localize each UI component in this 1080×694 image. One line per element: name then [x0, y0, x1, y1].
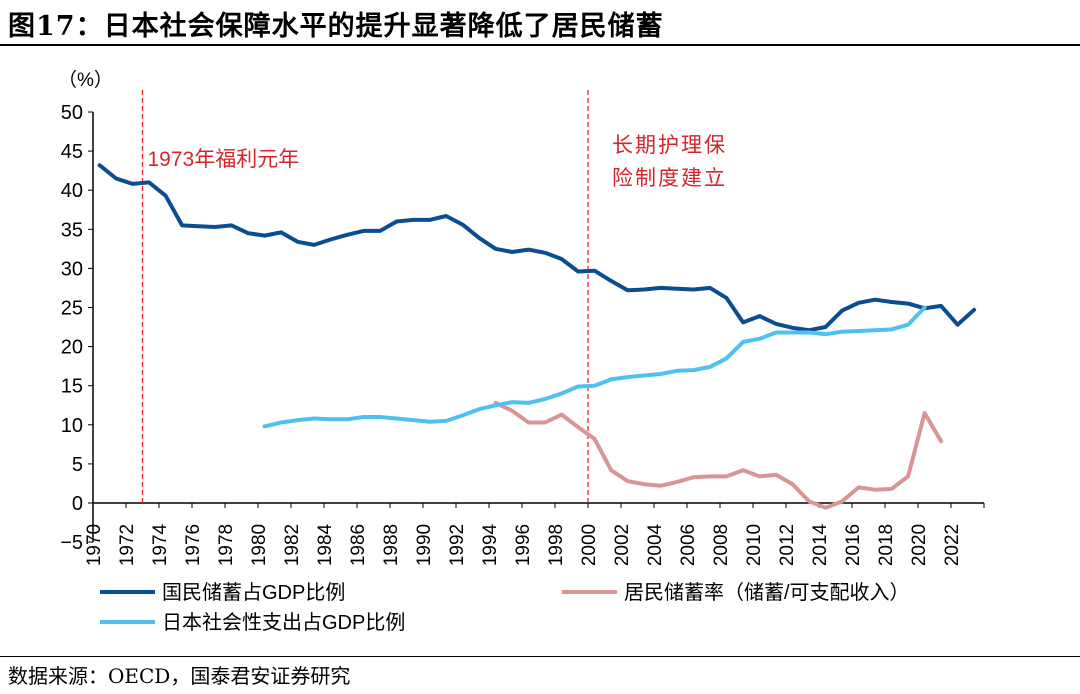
x-tick-label: 2014	[810, 523, 831, 566]
y-tick-label: −5	[60, 532, 83, 554]
x-tick-label: 1974	[150, 523, 171, 566]
x-tick-label: 1998	[546, 524, 567, 566]
x-tick-label: 1988	[381, 524, 402, 566]
source-divider	[0, 656, 1080, 657]
source-note: 数据来源：OECD，国泰君安证券研究	[8, 664, 351, 688]
x-tick-label: 1986	[348, 524, 369, 566]
title-divider	[0, 44, 1080, 46]
legend-label: 日本社会性支出占GDP比例	[162, 611, 405, 634]
x-tick-label: 1984	[315, 523, 336, 566]
annotation-label: 险制度建立	[612, 167, 727, 190]
y-tick-label: 40	[61, 180, 83, 202]
x-tick-label: 2012	[777, 524, 798, 566]
y-axis-label: （%）	[58, 69, 113, 91]
x-tick-label: 1982	[282, 524, 303, 566]
x-tick-label: 2008	[711, 524, 732, 566]
x-tick-label: 2016	[843, 524, 864, 566]
x-tick-label: 2022	[942, 524, 963, 566]
y-tick-label: 20	[61, 337, 83, 359]
y-tick-label: 25	[61, 298, 83, 320]
x-tick-label: 1996	[513, 524, 534, 566]
x-tick-label: 1990	[414, 524, 435, 566]
x-tick-label: 1976	[183, 524, 204, 566]
x-tick-label: 2000	[579, 524, 600, 566]
y-tick-label: 15	[61, 376, 83, 398]
x-tick-label: 2004	[645, 523, 666, 566]
y-tick-label: 45	[61, 141, 83, 163]
y-tick-label: 35	[61, 219, 83, 241]
y-tick-label: 5	[72, 454, 83, 476]
x-tick-label: 2010	[744, 524, 765, 566]
annotation-label: 长期护理保	[612, 134, 727, 157]
series-line-0	[97, 163, 977, 333]
x-tick-label: 1994	[480, 523, 501, 566]
x-tick-label: 1972	[117, 524, 138, 566]
x-tick-label: 2020	[909, 524, 930, 566]
x-tick-label: 1970	[84, 524, 105, 566]
legend-label: 居民储蓄率（储蓄/可支配收入）	[624, 581, 910, 604]
series-line-1	[493, 400, 944, 510]
y-tick-label: 10	[61, 415, 83, 437]
x-tick-label: 1992	[447, 524, 468, 566]
line-chart: −5 0 5 10 15 20 25 30 35 40 45 50 （%） 1970 1972 1974 197…	[58, 69, 985, 634]
figure-title: 图17：日本社会保障水平的提升显著降低了居民储蓄	[8, 11, 664, 42]
x-tick-label: 2002	[612, 524, 633, 566]
x-tick-label: 2006	[678, 524, 699, 566]
y-tick-label: 0	[72, 493, 83, 515]
annotation-label: 1973年福利元年	[148, 148, 300, 171]
legend-label: 国民储蓄占GDP比例	[162, 581, 345, 604]
y-tick-label: 50	[61, 102, 83, 124]
x-tick-label: 2018	[876, 524, 897, 566]
x-tick-label: 1978	[216, 524, 237, 566]
y-tick-label: 30	[61, 258, 83, 280]
x-tick-label: 1980	[249, 524, 270, 566]
